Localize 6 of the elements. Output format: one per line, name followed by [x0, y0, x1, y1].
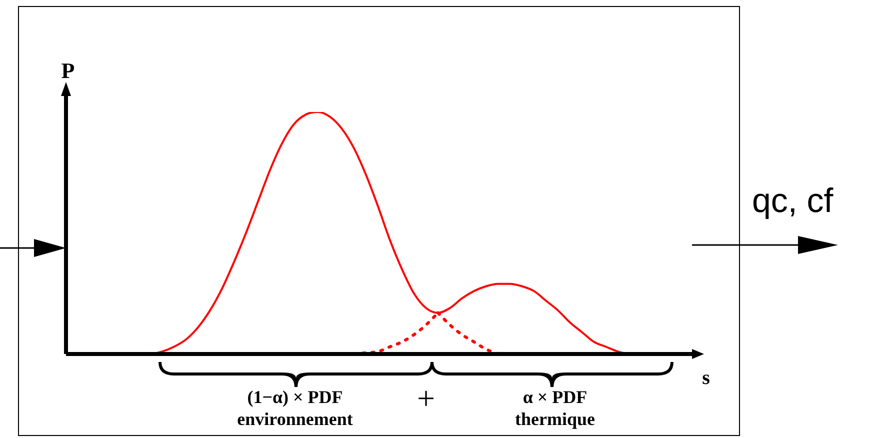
text: + [416, 380, 436, 417]
x-axis-title: s [702, 367, 710, 389]
y-axis-title: P [61, 58, 75, 83]
text: α × PDF thermique [514, 386, 596, 430]
text: (1−α) × PDF environnement [236, 386, 354, 430]
text: qc, cf [752, 182, 834, 221]
